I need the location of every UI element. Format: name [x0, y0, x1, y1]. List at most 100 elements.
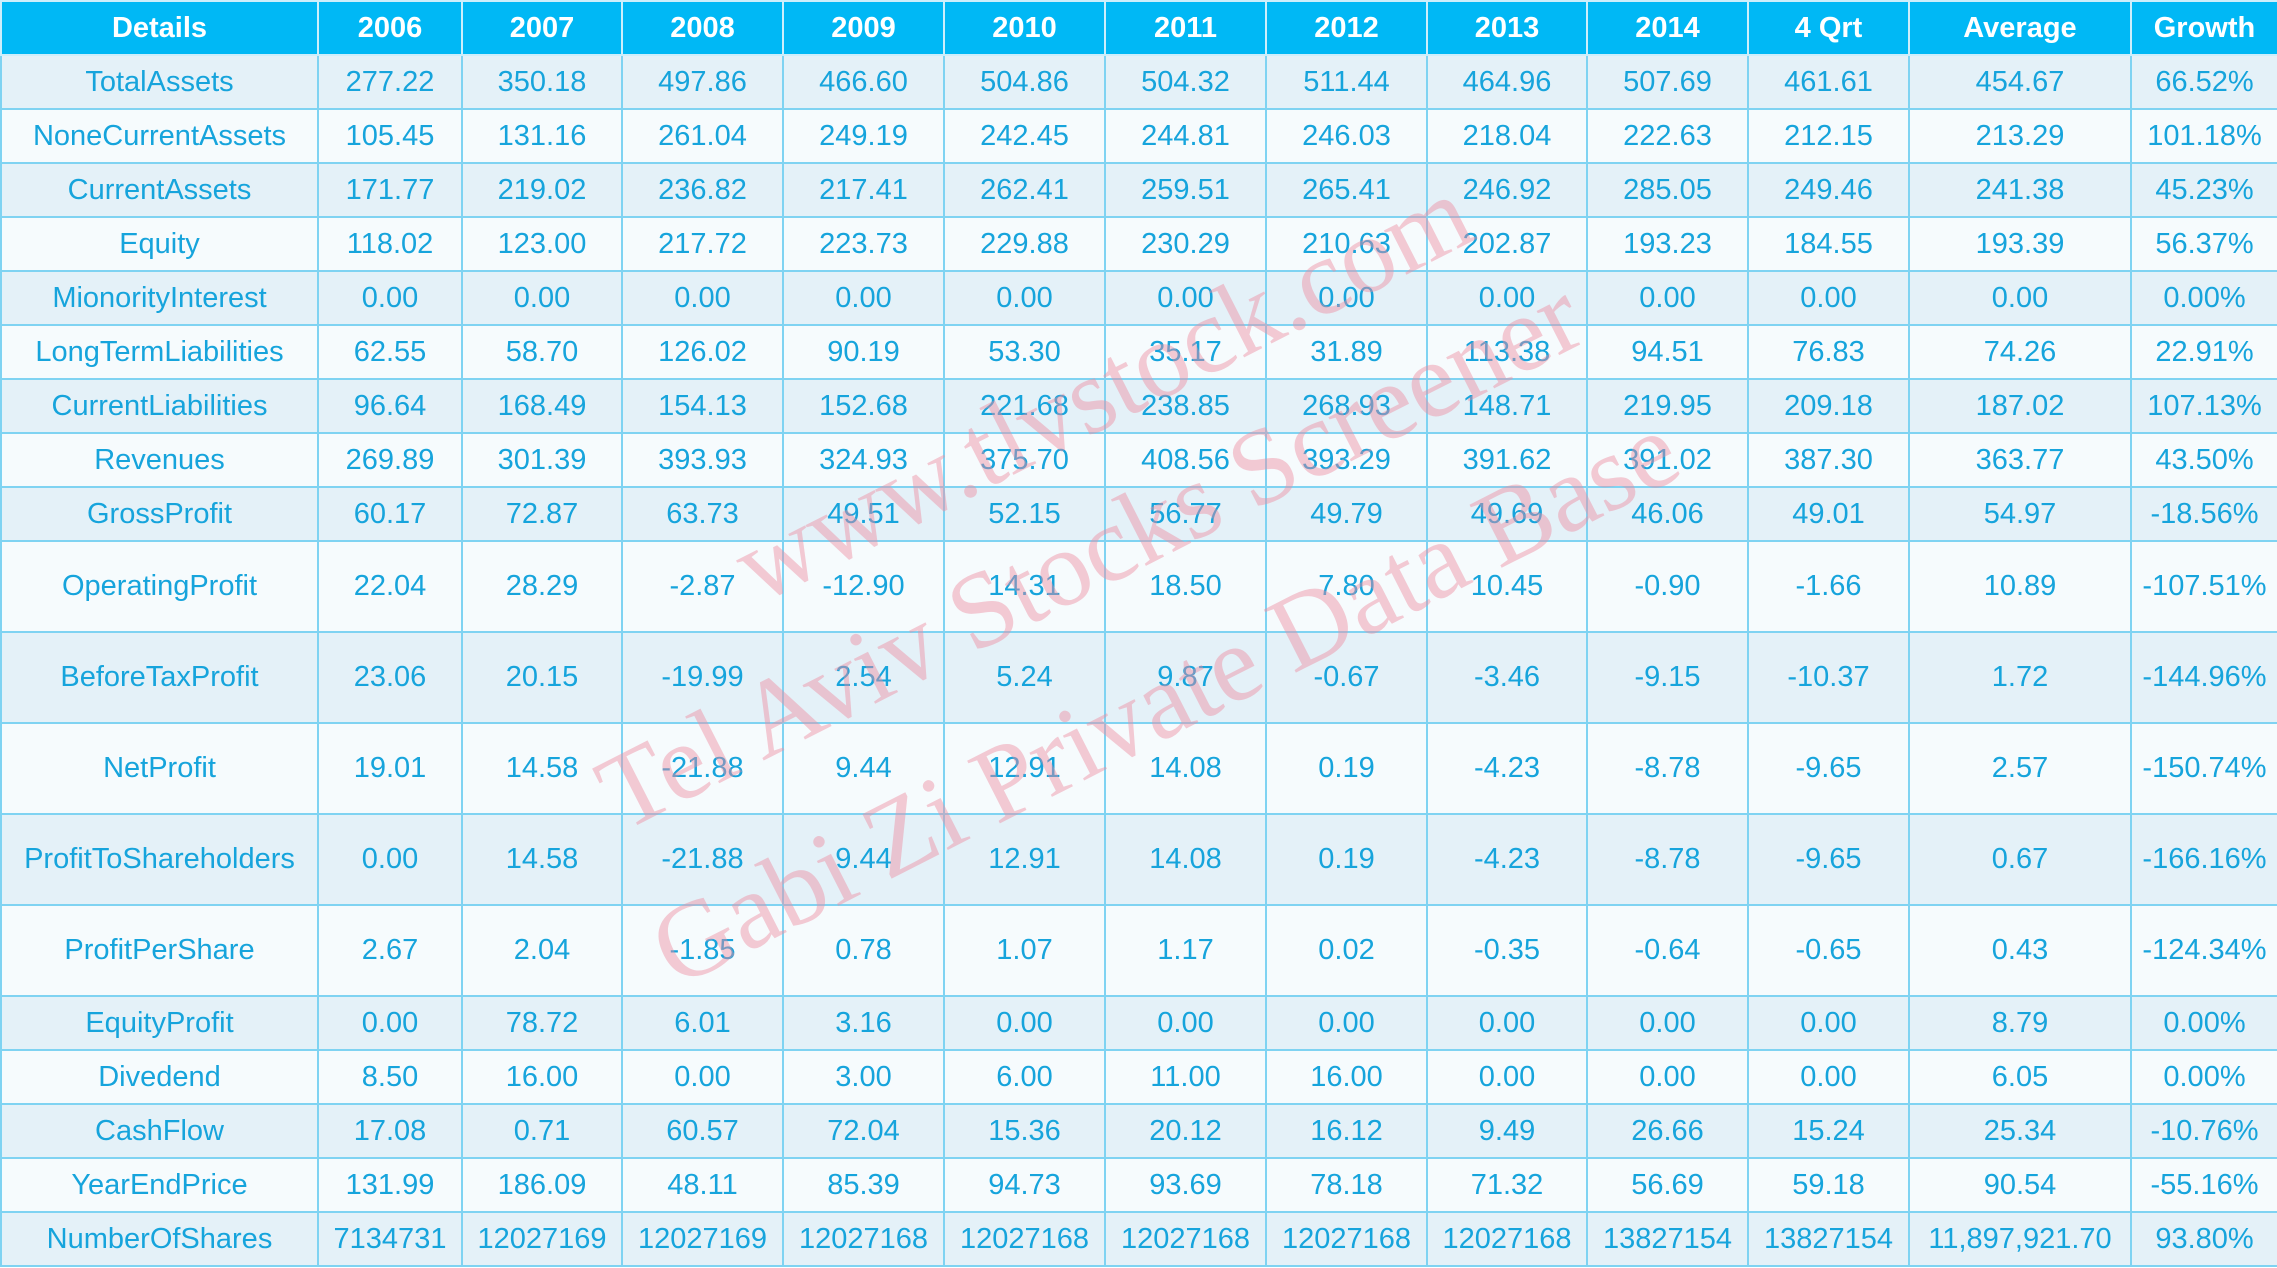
data-cell: -4.23: [1426, 722, 1588, 815]
data-cell: 148.71: [1426, 378, 1588, 434]
data-cell: 12027168: [782, 1211, 945, 1267]
data-cell: 171.77: [317, 162, 463, 218]
data-cell: 52.15: [943, 486, 1106, 542]
data-cell: -8.78: [1586, 813, 1749, 906]
table-row: NumberOfShares 7134731 12027169 12027169 120…: [0, 1211, 2277, 1267]
data-cell: 12027168: [1265, 1211, 1428, 1267]
data-cell: 236.82: [621, 162, 784, 218]
data-cell: 71.32: [1426, 1157, 1588, 1213]
data-cell: 461.61: [1747, 54, 1910, 110]
data-cell: 0.00: [1426, 995, 1588, 1051]
table-row: Revenues 269.89 301.39 393.93 324.93 375.70 40…: [0, 432, 2277, 488]
data-cell: -12.90: [782, 540, 945, 633]
data-cell: 391.62: [1426, 432, 1588, 488]
header-cell: 2009: [782, 0, 945, 56]
data-cell: 0.00: [621, 1049, 784, 1105]
data-cell: 49.79: [1265, 486, 1428, 542]
data-cell: 13827154: [1586, 1211, 1749, 1267]
data-cell: 93.80%: [2130, 1211, 2277, 1267]
data-cell: 74.26: [1908, 324, 2132, 380]
header-cell: 2011: [1104, 0, 1267, 56]
data-cell: 187.02: [1908, 378, 2132, 434]
data-cell: 393.29: [1265, 432, 1428, 488]
header-cell: 2008: [621, 0, 784, 56]
data-cell: -0.35: [1426, 904, 1588, 997]
data-cell: 193.23: [1586, 216, 1749, 272]
data-cell: -8.78: [1586, 722, 1749, 815]
data-cell: 101.18%: [2130, 108, 2277, 164]
data-cell: 259.51: [1104, 162, 1267, 218]
data-cell: 59.18: [1747, 1157, 1910, 1213]
data-cell: 217.72: [621, 216, 784, 272]
data-cell: 94.51: [1586, 324, 1749, 380]
data-cell: 223.73: [782, 216, 945, 272]
data-cell: 11,897,921.70: [1908, 1211, 2132, 1267]
data-cell: 242.45: [943, 108, 1106, 164]
data-cell: 0.00: [317, 995, 463, 1051]
data-cell: 0.00: [1265, 995, 1428, 1051]
data-cell: 504.86: [943, 54, 1106, 110]
data-cell: -55.16%: [2130, 1157, 2277, 1213]
data-cell: 94.73: [943, 1157, 1106, 1213]
data-cell: 1.07: [943, 904, 1106, 997]
data-cell: 48.11: [621, 1157, 784, 1213]
data-cell: 96.64: [317, 378, 463, 434]
data-cell: -9.15: [1586, 631, 1749, 724]
data-cell: 277.22: [317, 54, 463, 110]
data-cell: 9.87: [1104, 631, 1267, 724]
data-cell: 2.54: [782, 631, 945, 724]
data-cell: 466.60: [782, 54, 945, 110]
data-cell: 56.69: [1586, 1157, 1749, 1213]
data-cell: 45.23%: [2130, 162, 2277, 218]
data-cell: -10.37: [1747, 631, 1910, 724]
data-cell: 49.69: [1426, 486, 1588, 542]
data-cell: 14.58: [461, 722, 623, 815]
data-cell: 56.77: [1104, 486, 1267, 542]
data-cell: 131.16: [461, 108, 623, 164]
data-cell: 1.72: [1908, 631, 2132, 724]
data-cell: 14.58: [461, 813, 623, 906]
data-cell: 391.02: [1586, 432, 1749, 488]
data-cell: 3.00: [782, 1049, 945, 1105]
data-cell: -21.88: [621, 722, 784, 815]
data-cell: 154.13: [621, 378, 784, 434]
data-cell: 0.00: [1426, 1049, 1588, 1105]
data-cell: -21.88: [621, 813, 784, 906]
table-row: YearEndPrice 131.99 186.09 48.11 85.39 94.73 9…: [0, 1157, 2277, 1213]
data-cell: 0.02: [1265, 904, 1428, 997]
data-cell: 13827154: [1747, 1211, 1910, 1267]
data-cell: 16.00: [1265, 1049, 1428, 1105]
data-cell: 105.45: [317, 108, 463, 164]
data-cell: 261.04: [621, 108, 784, 164]
row-label: EquityProfit: [0, 995, 319, 1051]
data-cell: 221.68: [943, 378, 1106, 434]
data-cell: 507.69: [1586, 54, 1749, 110]
data-cell: 0.00: [317, 270, 463, 326]
data-cell: 268.93: [1265, 378, 1428, 434]
data-cell: 0.43: [1908, 904, 2132, 997]
data-cell: 15.24: [1747, 1103, 1910, 1159]
row-label: BeforeTaxProfit: [0, 631, 319, 724]
row-label: Revenues: [0, 432, 319, 488]
data-cell: 497.86: [621, 54, 784, 110]
data-cell: 262.41: [943, 162, 1106, 218]
data-cell: -9.65: [1747, 722, 1910, 815]
table-header: Details 2006 2007 2008 2009 2010 2011 2012 2013 2…: [0, 0, 2277, 56]
data-cell: 14.31: [943, 540, 1106, 633]
data-cell: 7.80: [1265, 540, 1428, 633]
data-cell: -0.64: [1586, 904, 1749, 997]
data-cell: -18.56%: [2130, 486, 2277, 542]
row-label: YearEndPrice: [0, 1157, 319, 1213]
data-cell: 1.17: [1104, 904, 1267, 997]
table-row: NoneCurrentAssets 105.45 131.16 261.04 249.1…: [0, 108, 2277, 164]
table-row: CurrentLiabilities 96.64 168.49 154.13 152.6…: [0, 378, 2277, 434]
data-cell: 246.03: [1265, 108, 1428, 164]
row-label: OperatingProfit: [0, 540, 319, 633]
row-label: ProfitPerShare: [0, 904, 319, 997]
data-cell: 0.67: [1908, 813, 2132, 906]
data-cell: 49.01: [1747, 486, 1910, 542]
row-label: MionorityInterest: [0, 270, 319, 326]
table-row: EquityProfit 0.00 78.72 6.01 3.16 0.00 0.00 0.0…: [0, 995, 2277, 1051]
data-cell: 93.69: [1104, 1157, 1267, 1213]
